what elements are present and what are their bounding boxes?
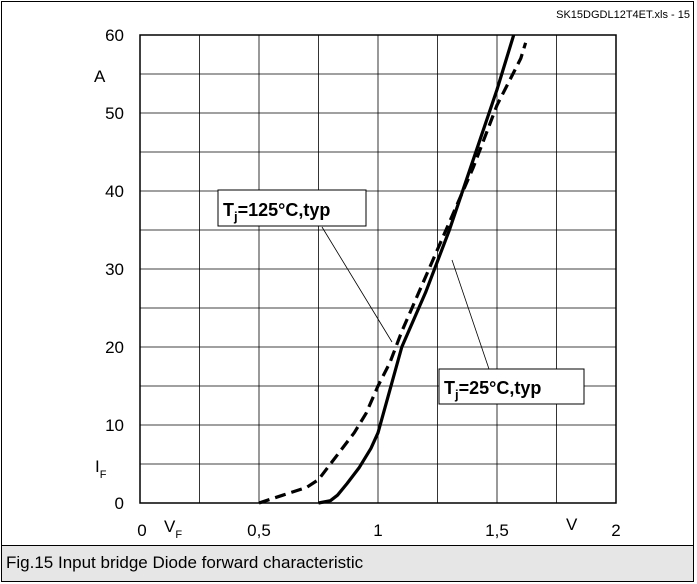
x-tick-label: 1,5 — [485, 521, 509, 540]
y-tick-label: 60 — [105, 26, 124, 45]
figure-caption: Fig.15 Input bridge Diode forward charac… — [6, 553, 364, 572]
annotation-leader-hot — [321, 226, 393, 343]
y-tick-label: 40 — [105, 182, 124, 201]
x-tick-label: 1 — [373, 521, 382, 540]
y-tick-label: 10 — [105, 416, 124, 435]
caption-bar: Fig.15 Input bridge Diode forward charac… — [1, 545, 694, 582]
forward-characteristic-chart: SK15DGDL12T4ET.xls - 15 0 10 20 30 40 50 60 0 0,… — [94, 9, 690, 541]
annotation-box-cold — [438, 368, 585, 405]
annotation-hot: Tj=125°C,typ — [223, 200, 330, 224]
source-file-label: SK15DGDL12T4ET.xls - 15 — [556, 9, 690, 21]
plot-area-border — [139, 34, 617, 504]
y-tick-label: 30 — [105, 260, 124, 279]
y-tick-label: 0 — [115, 494, 124, 513]
series-line-tj25 — [318, 34, 516, 505]
annotation-leader-cold — [451, 259, 491, 373]
annotation-cold: Tj=25°C,typ — [444, 378, 541, 402]
series-line-tj125 — [258, 42, 528, 505]
y-unit-label: A — [94, 67, 106, 86]
y-tick-label: 50 — [105, 104, 124, 123]
x-tick-label: 2 — [611, 521, 620, 540]
series-layer — [258, 34, 528, 505]
x-unit-label: V — [566, 515, 578, 534]
annotation-box-hot — [217, 189, 367, 227]
tick-labels: 0 10 20 30 40 50 60 0 0,5 1 1,5 2 — [105, 26, 621, 540]
x-tick-label: 0,5 — [247, 521, 271, 540]
y-symbol-label: IF — [95, 457, 107, 481]
y-tick-label: 20 — [105, 338, 124, 357]
x-symbol-label: VF — [164, 517, 182, 541]
x-tick-label: 0 — [137, 521, 146, 540]
